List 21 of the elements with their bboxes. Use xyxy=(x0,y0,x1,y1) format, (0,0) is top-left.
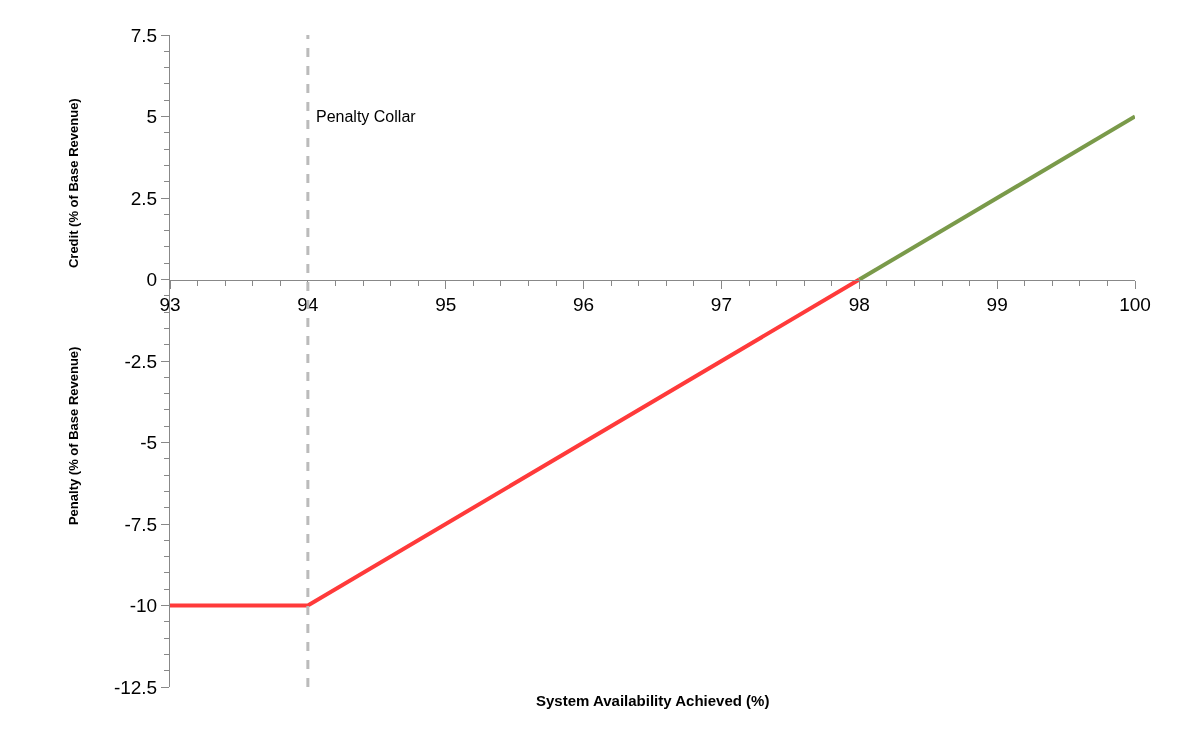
y-axis-title: Penalty (% of Base Revenue) xyxy=(65,346,81,526)
y-tick-label: -5 xyxy=(140,432,158,454)
x-tick-label: 98 xyxy=(848,294,870,316)
y-tick-label: -12.5 xyxy=(113,676,158,698)
y-tick-label: -2.5 xyxy=(124,350,158,372)
y-tick-label: 0 xyxy=(146,269,158,291)
x-tick-label: 94 xyxy=(297,294,319,316)
ref-line-label: Penalty Collar xyxy=(316,108,417,125)
x-tick-label: 93 xyxy=(159,294,181,316)
x-tick-label: 99 xyxy=(986,294,1008,316)
y-tick-label: 5 xyxy=(146,106,158,128)
x-tick-label: 95 xyxy=(435,294,457,316)
y-tick-label: -7.5 xyxy=(124,513,158,535)
y-tick-label: 7.5 xyxy=(130,24,158,46)
y-tick-label: -10 xyxy=(129,595,158,617)
x-tick-label: 97 xyxy=(710,294,732,316)
x-tick-label: 100 xyxy=(1119,294,1151,316)
text: Credit (% of Base Revenue) xyxy=(65,98,81,269)
x-axis-title: System Availability Achieved (%) xyxy=(536,692,770,709)
y-tick-label: 2.5 xyxy=(130,187,158,209)
x-tick-label: 96 xyxy=(573,294,595,316)
